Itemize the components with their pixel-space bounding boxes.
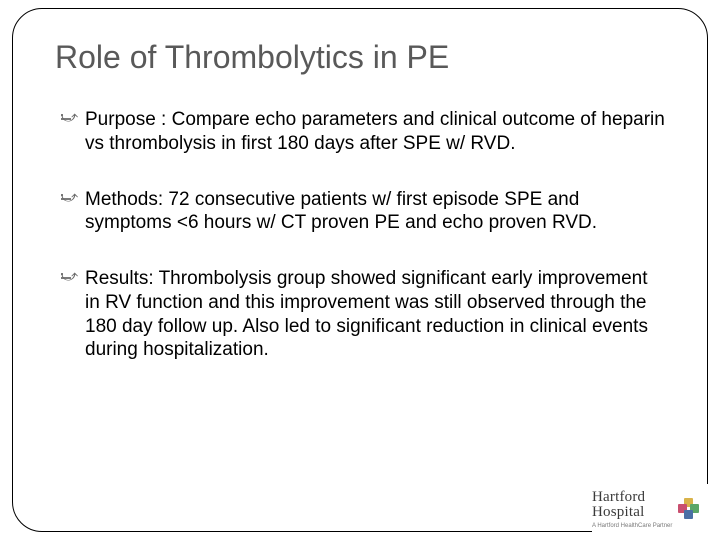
bullet-text: Methods: 72 consecutive patients w/ firs… [85, 189, 597, 234]
logo-line1: Hartford [592, 490, 672, 505]
hartford-hospital-logo: Hartford Hospital A Hartford HealthCare … [592, 484, 712, 534]
logo-line2: Hospital [592, 505, 672, 520]
bullet-icon: ⤻ [61, 190, 78, 206]
bullet-text: Purpose : Compare echo parameters and cl… [85, 109, 665, 154]
logo-mark-icon [678, 498, 700, 520]
bullet-results: ⤻ Results: Thrombolysis group showed sig… [61, 267, 667, 362]
slide-title: Role of Thrombolytics in PE [55, 39, 667, 76]
bullet-text: Results: Thrombolysis group showed signi… [85, 268, 648, 360]
bullet-icon: ⤻ [61, 269, 78, 285]
bullet-methods: ⤻ Methods: 72 consecutive patients w/ fi… [61, 188, 667, 236]
bullet-purpose: ⤻ Purpose : Compare echo parameters and … [61, 108, 667, 156]
slide-frame: Role of Thrombolytics in PE ⤻ Purpose : … [12, 8, 708, 532]
logo-text: Hartford Hospital A Hartford HealthCare … [592, 490, 672, 529]
bullet-icon: ⤻ [61, 110, 78, 126]
logo-tagline: A Hartford HealthCare Partner [592, 523, 672, 529]
